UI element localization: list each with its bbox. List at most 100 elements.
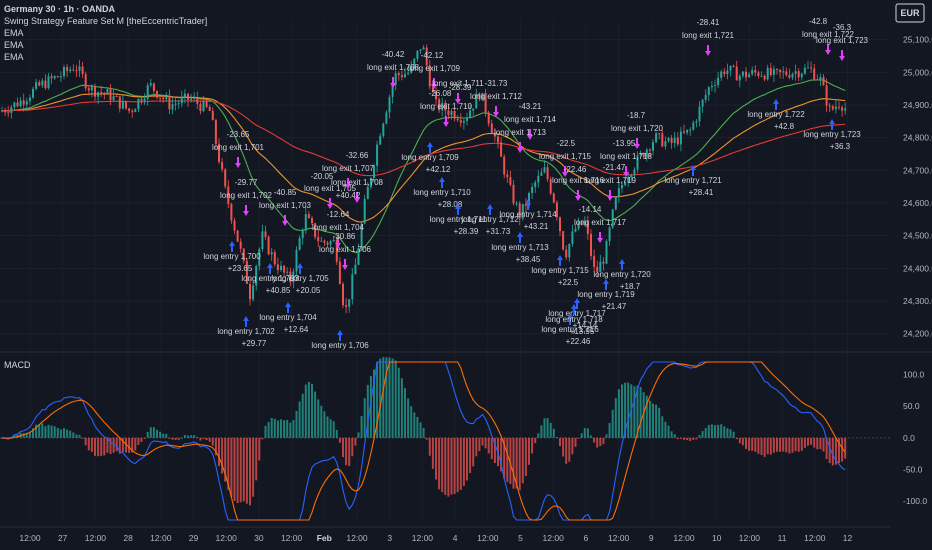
- macd-hist-bar: [785, 437, 788, 453]
- macd-hist-bar: [59, 429, 62, 438]
- candle-body: [608, 227, 611, 242]
- price-axis[interactable]: 25,100.0 25,000.0 24,900.0 24,800.0 24,700.0…: [903, 35, 932, 339]
- macd-hist-bar: [227, 437, 230, 490]
- macd-hist-bar: [834, 437, 837, 465]
- macd-hist-bar: [562, 437, 565, 457]
- time-tick: 12:00: [477, 533, 499, 543]
- candle-body: [162, 97, 165, 100]
- candle-body: [35, 82, 38, 89]
- ema-mid-line: [1, 93, 846, 223]
- time-tick: 10: [712, 533, 722, 543]
- macd-hist-bar: [717, 424, 720, 438]
- macd-hist-bar: [156, 429, 158, 438]
- entry-arrow-icon: [690, 165, 696, 176]
- candle-body: [168, 96, 171, 110]
- annotation-label: -20.05: [311, 172, 334, 181]
- macd-hist-bar: [22, 433, 25, 438]
- macd-axis[interactable]: 100.0 50.0 0.0 -50.0 -100.0: [903, 370, 927, 506]
- macd-hist-bar: [456, 437, 459, 493]
- currency-badge[interactable]: EUR: [895, 3, 925, 23]
- candle-body: [568, 243, 571, 258]
- candle-body: [345, 305, 348, 307]
- macd-hist-bar: [472, 437, 475, 467]
- macd-hist-bar: [782, 437, 785, 452]
- candle-body: [19, 100, 22, 107]
- time-tick: 12:00: [608, 533, 630, 543]
- candle-body: [121, 101, 124, 109]
- candle-body: [369, 178, 372, 188]
- macd-hist-bar: [317, 399, 320, 438]
- annotation-label: long entry 1,718: [545, 315, 603, 324]
- annotation-label: -22.46: [564, 165, 587, 174]
- macd-hist-bar: [121, 437, 124, 453]
- macd-hist-bar: [221, 437, 224, 474]
- candle-body: [25, 101, 28, 105]
- annotation-label: long exit 1,705: [304, 184, 357, 193]
- macd-hist-bar: [258, 437, 261, 461]
- macd-hist-bar: [152, 427, 155, 438]
- macd-hist-bar: [810, 437, 813, 445]
- annotation-value: +43.21: [524, 222, 549, 231]
- annotation-label: long exit 1,720: [611, 124, 664, 133]
- candle-body: [714, 85, 716, 87]
- candle-body: [769, 67, 772, 75]
- macd-hist-bar: [13, 434, 16, 438]
- macd-hist-bar: [351, 437, 354, 457]
- annotation-label: -36.3: [833, 23, 852, 32]
- candle-body: [410, 65, 413, 73]
- macd-hist-bar: [419, 422, 422, 438]
- exit-arrow-icon: [634, 138, 640, 149]
- macd-hist-bar: [453, 437, 456, 494]
- macd-hist-bar: [106, 437, 109, 453]
- macd-hist-bar: [211, 437, 214, 446]
- candle-body: [298, 238, 301, 250]
- annotation-label: -40.85: [274, 188, 297, 197]
- price-tick: 24,900.0: [903, 100, 932, 110]
- candle-body: [385, 112, 388, 124]
- candle-body: [810, 67, 813, 69]
- annotation-label: long exit 1,701: [212, 143, 265, 152]
- candle-body: [503, 156, 506, 175]
- candle-body: [183, 93, 186, 98]
- annotation-label: long entry 1,706: [311, 341, 369, 350]
- annotation-value: +31.73: [486, 227, 511, 236]
- annotation-label: -42.8: [809, 17, 828, 26]
- macd-hist-bar: [66, 429, 69, 438]
- exit-arrow-icon: [282, 215, 288, 226]
- annotation-label: long exit 1,717: [574, 218, 627, 227]
- price-tick: 25,100.0: [903, 35, 932, 45]
- candle-body: [757, 72, 760, 77]
- ema-fast-line: [1, 79, 846, 253]
- candle-body: [202, 100, 205, 112]
- candle-body: [379, 135, 382, 145]
- macd-hist-bar: [159, 431, 162, 438]
- macd-hist-bar: [379, 358, 382, 438]
- annotation-label: -13.95: [613, 139, 636, 148]
- macd-hist-bar: [611, 409, 614, 438]
- exit-arrow-icon: [455, 93, 461, 104]
- candle-body: [373, 165, 375, 179]
- candle-body: [844, 108, 847, 111]
- exit-arrow-icon: [243, 205, 249, 216]
- annotation-value: +14.14: [573, 321, 598, 330]
- candle-body: [394, 73, 397, 85]
- time-tick: 27: [58, 533, 68, 543]
- candle-body: [487, 112, 490, 124]
- macd-hist-bar: [103, 437, 106, 456]
- macd-hist-bar: [745, 437, 747, 450]
- candle-body: [137, 98, 140, 110]
- macd-hist-bar: [500, 437, 503, 472]
- macd-hist-bar: [593, 437, 596, 443]
- macd-hist-bar: [369, 376, 372, 438]
- candle-body: [233, 220, 236, 231]
- time-axis[interactable]: 12:00 27 12:00 28 12:00 29 12:00 30 12:00 Feb 12:0…: [19, 533, 852, 543]
- macd-hist-bar: [69, 430, 72, 438]
- candle-body: [754, 70, 757, 73]
- annotation-label: long exit 1,709: [408, 64, 461, 73]
- time-tick: 5: [518, 533, 523, 543]
- candle-body: [710, 85, 713, 88]
- candle-body: [642, 152, 645, 158]
- macd-hist-bar: [664, 421, 667, 438]
- candle-body: [469, 110, 472, 118]
